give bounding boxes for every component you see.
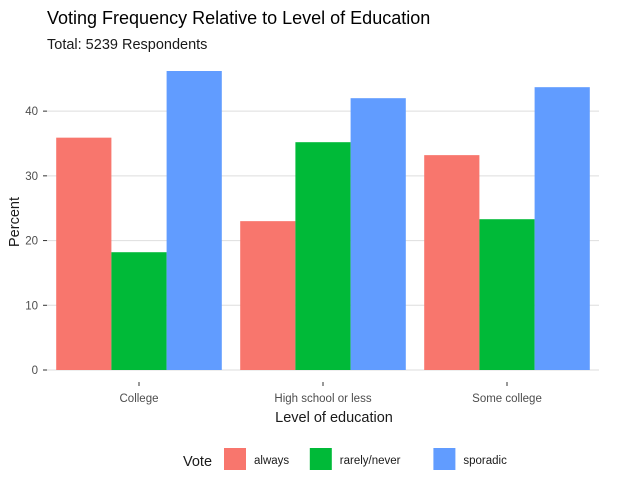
bar-always bbox=[424, 155, 480, 370]
y-axis-title: Percent bbox=[7, 197, 23, 247]
legend: Vote always rarely/never sporadic bbox=[183, 448, 507, 470]
legend-swatch bbox=[224, 448, 246, 470]
legend-label: sporadic bbox=[463, 455, 507, 467]
legend-label: rarely/never bbox=[340, 455, 401, 467]
y-axis: 0 10 20 30 40 bbox=[25, 106, 47, 377]
x-tick-label: Some college bbox=[472, 393, 542, 405]
bar-rarely-never bbox=[111, 252, 167, 370]
x-axis: College High school or less Some college bbox=[120, 382, 542, 405]
chart-title: Voting Frequency Relative to Level of Ed… bbox=[47, 8, 430, 28]
legend-swatch bbox=[433, 448, 456, 470]
legend-swatch bbox=[309, 448, 332, 470]
bar-sporadic bbox=[166, 71, 222, 370]
bar-rarely-never bbox=[295, 142, 351, 370]
legend-label: always bbox=[254, 455, 289, 467]
x-tick-label: College bbox=[120, 393, 159, 405]
bar-sporadic bbox=[534, 87, 590, 370]
chart-subtitle: Total: 5239 Respondents bbox=[47, 37, 207, 53]
bar-sporadic bbox=[350, 98, 406, 370]
bar-always bbox=[240, 221, 296, 370]
y-tick-label: 20 bbox=[25, 236, 38, 248]
y-tick-label: 0 bbox=[32, 365, 38, 377]
x-tick-label: High school or less bbox=[274, 393, 371, 405]
y-tick-label: 10 bbox=[25, 300, 38, 312]
y-tick-label: 30 bbox=[25, 171, 38, 183]
legend-title: Vote bbox=[183, 454, 212, 470]
x-axis-title: Level of education bbox=[275, 410, 393, 426]
bar-rarely-never bbox=[479, 219, 535, 370]
bars bbox=[56, 71, 590, 370]
bar-always bbox=[56, 137, 112, 370]
y-tick-label: 40 bbox=[25, 106, 38, 118]
